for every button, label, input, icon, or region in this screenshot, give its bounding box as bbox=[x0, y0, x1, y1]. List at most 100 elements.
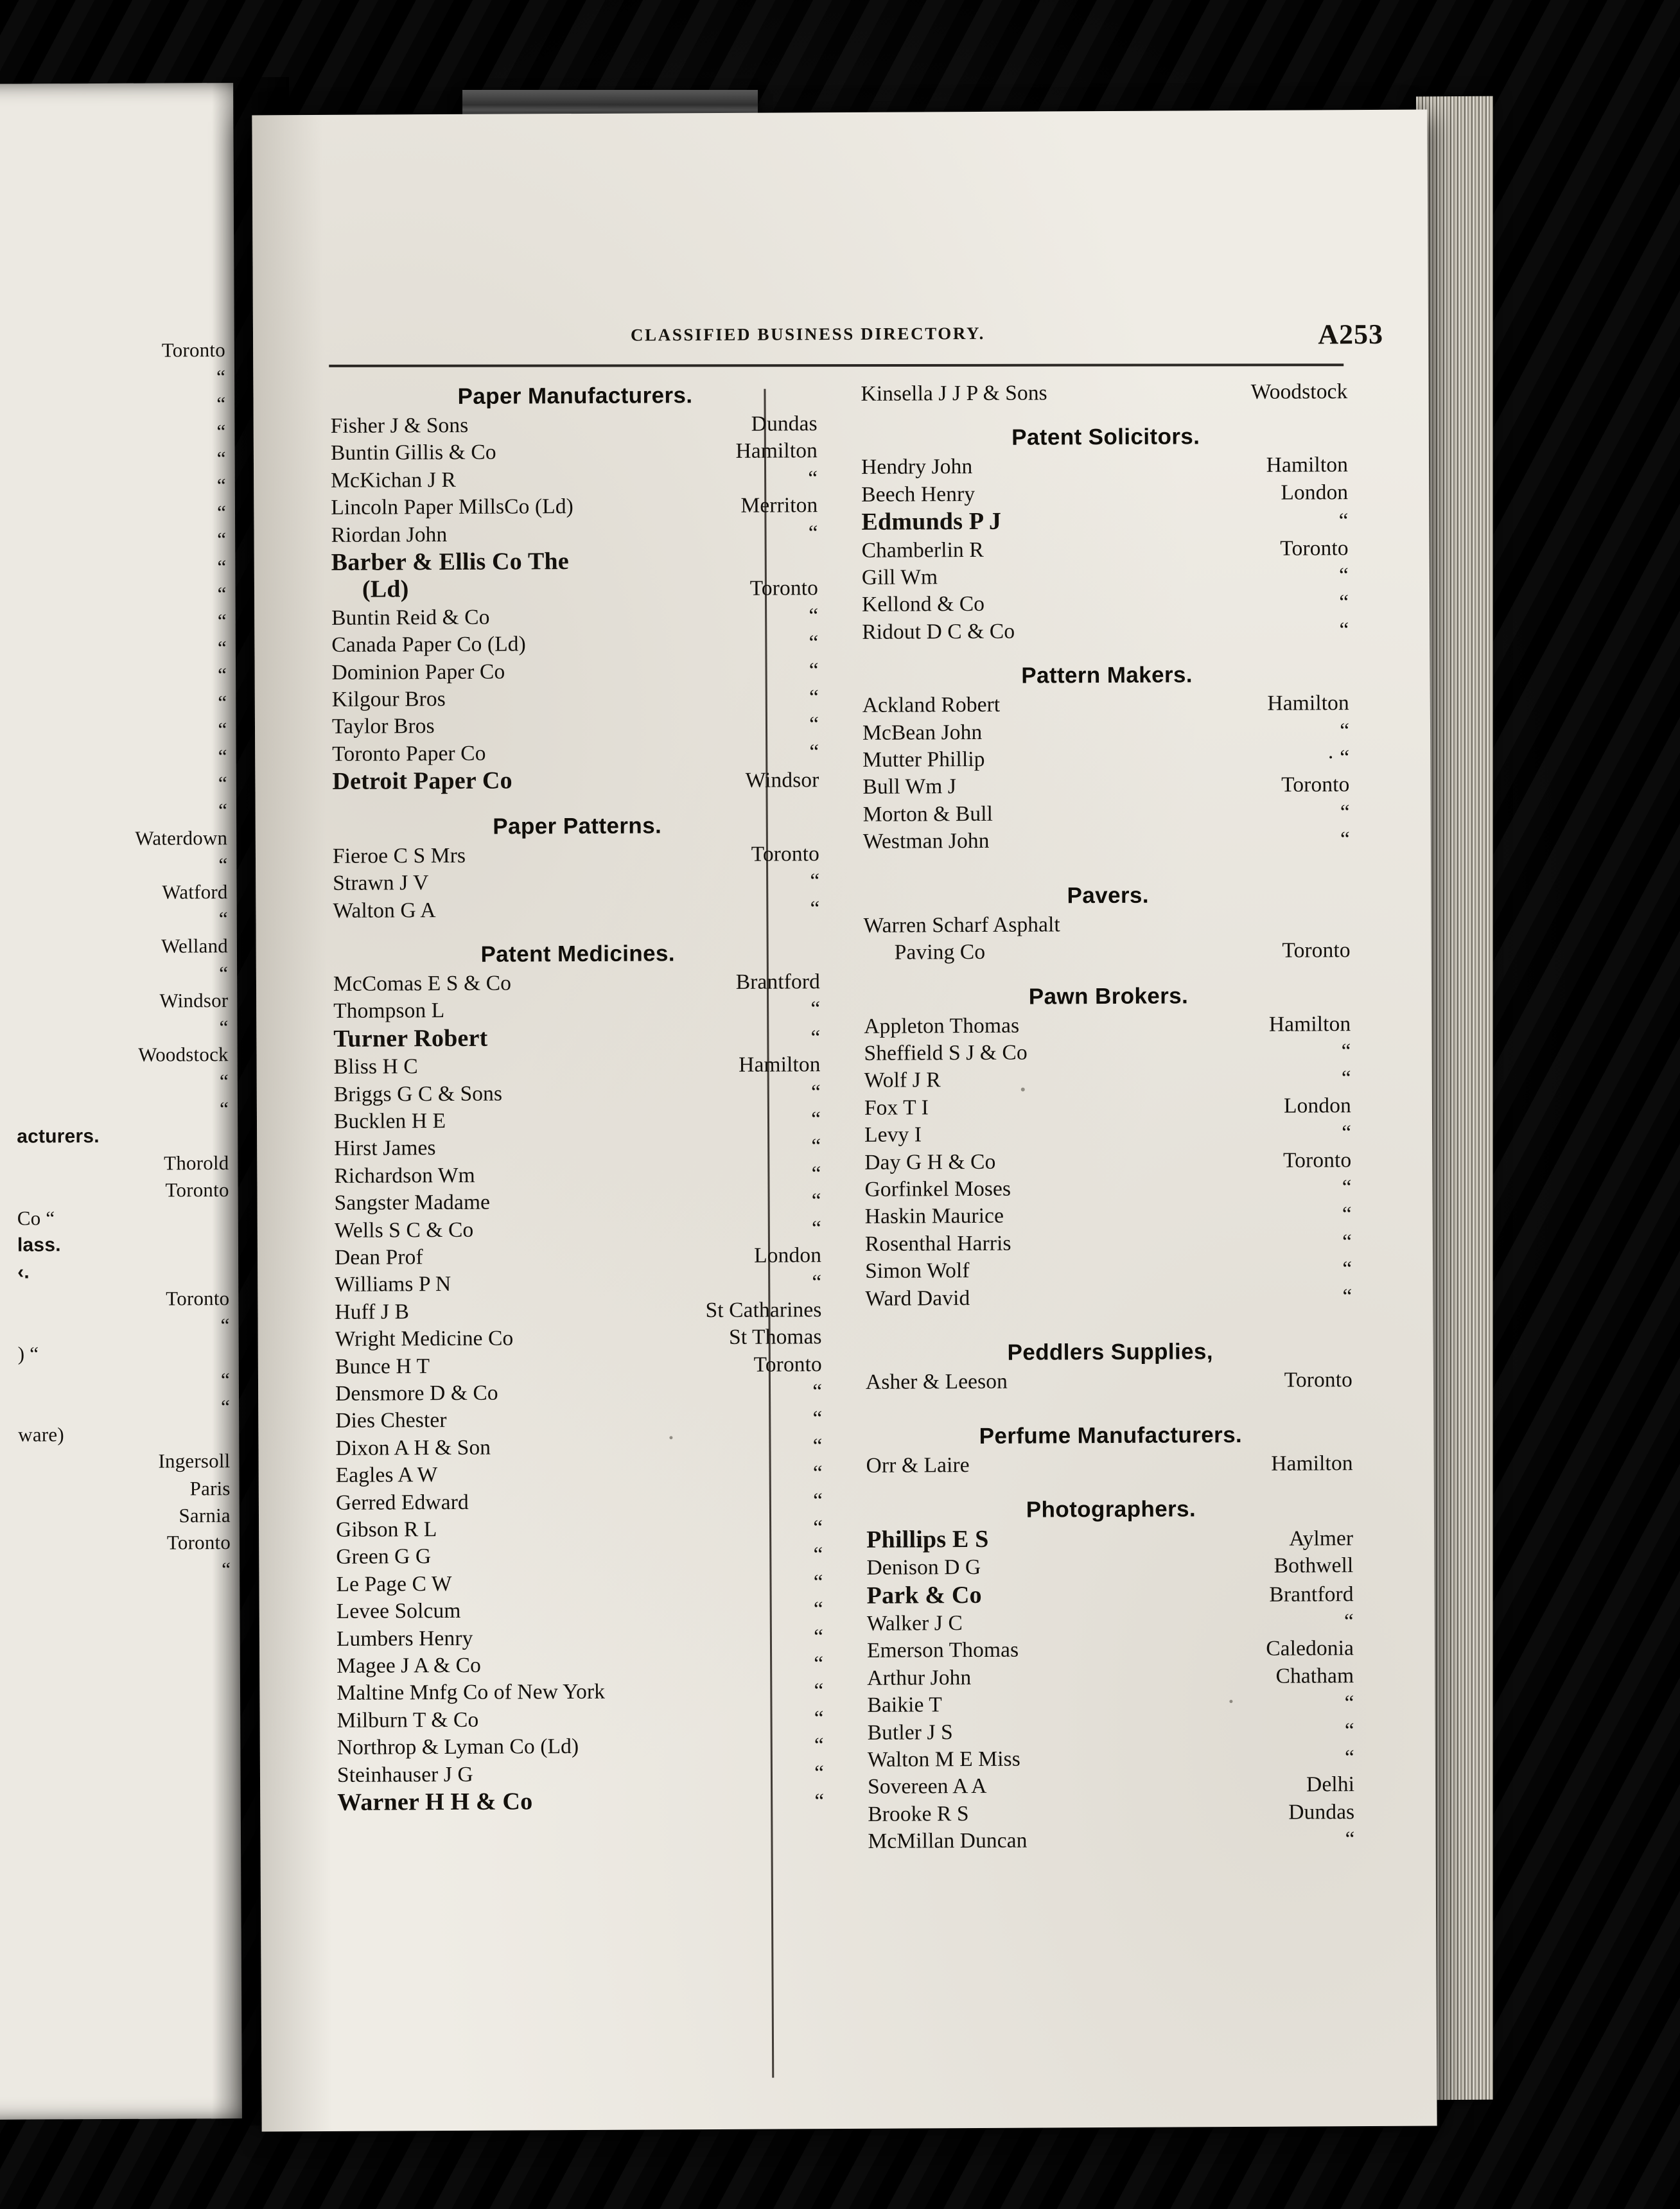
directory-entry: Maltine Mnfg Co of New York “ bbox=[334, 1678, 828, 1707]
directory-entry: McComas E S & Co Brantford bbox=[331, 968, 825, 998]
entry-city-ditto: “ bbox=[812, 1462, 823, 1485]
entry-name: Walton G A bbox=[333, 898, 436, 923]
entry-name: Day G H & Co bbox=[864, 1149, 996, 1174]
entry-name: Ackland Robert bbox=[862, 693, 1001, 718]
entry-name: Briggs G C & Sons bbox=[333, 1081, 503, 1106]
entry-name: Lumbers Henry bbox=[336, 1626, 473, 1651]
entry-city: Delhi bbox=[1306, 1772, 1355, 1797]
entry-name: Fieroe C S Mrs bbox=[332, 843, 466, 868]
directory-entry: Densmore D & Co “ bbox=[333, 1378, 827, 1408]
entry-name: Park & Co bbox=[866, 1581, 982, 1609]
verso-line: “ bbox=[216, 419, 226, 442]
entry-name: Kilgour Bros bbox=[331, 687, 446, 712]
directory-entry: Fox T I London bbox=[862, 1092, 1356, 1122]
directory-entry: Ridout D C & Co “ bbox=[859, 616, 1354, 646]
entry-city-ditto: “ bbox=[1338, 509, 1349, 533]
entry-name: Gill Wm bbox=[861, 565, 938, 589]
entry-name: Emerson Thomas bbox=[866, 1638, 1019, 1663]
entry-name: Warner H H & Co bbox=[337, 1788, 533, 1816]
directory-entry: Sangster Madame “ bbox=[332, 1187, 827, 1217]
directory-entry: McBean John “ bbox=[860, 717, 1354, 747]
entry-name: Green G G bbox=[336, 1544, 432, 1569]
category-heading: Photographers. bbox=[1026, 1496, 1196, 1523]
entry-city-ditto: “ bbox=[810, 896, 820, 920]
category-heading: Pawn Brokers. bbox=[1028, 982, 1189, 1009]
entry-city: Brantford bbox=[735, 970, 821, 994]
entry-city: Hamilton bbox=[1266, 453, 1349, 478]
entry-city-ditto: “ bbox=[813, 1598, 823, 1621]
entry-city-ditto: “ bbox=[1342, 1284, 1352, 1308]
entry-city-ditto: “ bbox=[810, 1080, 821, 1104]
verso-line: Toronto bbox=[166, 1287, 230, 1310]
entry-city-ditto: “ bbox=[814, 1707, 824, 1731]
entry-city-ditto: “ bbox=[814, 1679, 824, 1703]
entry-city: Hamilton bbox=[1268, 1011, 1351, 1036]
directory-entry: Northrop & Lyman Co (Ld) “ bbox=[335, 1732, 829, 1761]
category-heading: Pavers. bbox=[1067, 882, 1150, 908]
entry-name: Dies Chester bbox=[335, 1408, 447, 1433]
entry-name: Dixon A H & Son bbox=[335, 1435, 491, 1460]
directory-entry: Dean Prof London bbox=[332, 1242, 827, 1271]
directory-page: CLASSIFIED BUSINESS DIRECTORY. A253 Pape… bbox=[252, 109, 1437, 2132]
entry-name: Ridout D C & Co bbox=[862, 619, 1015, 644]
scan-speck bbox=[669, 1436, 673, 1440]
entry-name: Orr & Laire bbox=[866, 1453, 970, 1478]
entry-name: Toronto Paper Co bbox=[332, 741, 486, 766]
directory-entry: Turner Robert “ bbox=[331, 1023, 825, 1054]
directory-entry: Dixon A H & Son “ bbox=[333, 1433, 827, 1462]
entry-name: Buntin Gillis & Co bbox=[330, 441, 496, 466]
entry-city-ditto: “ bbox=[1339, 618, 1349, 642]
verso-line: “ bbox=[217, 609, 227, 633]
entry-city: Caledonia bbox=[1266, 1636, 1354, 1661]
category-heading: Perfume Manufacturers. bbox=[979, 1422, 1243, 1449]
entry-city-ditto: “ bbox=[810, 869, 820, 893]
entry-name: Wright Medicine Co bbox=[335, 1326, 514, 1352]
entry-city-ditto: “ bbox=[814, 1625, 824, 1648]
directory-entry: Edmunds P J “ bbox=[859, 506, 1353, 537]
entry-name: McBean John bbox=[862, 720, 983, 745]
entry-name: Densmore D & Co bbox=[335, 1381, 498, 1406]
entry-name: Hirst James bbox=[334, 1136, 436, 1161]
entry-city-ditto: “ bbox=[814, 1761, 825, 1785]
column-left: Paper Manufacturers. Fisher J & Sons Dunda… bbox=[328, 381, 830, 2079]
directory-entry: Toronto Paper Co “ bbox=[329, 738, 824, 768]
entry-city-ditto: “ bbox=[1342, 1257, 1352, 1281]
entry-city-ditto: “ bbox=[812, 1407, 823, 1431]
entry-city: Dundas bbox=[1288, 1799, 1355, 1824]
directory-entry: Dominion Paper Co “ bbox=[329, 657, 823, 686]
entry-city-ditto: “ bbox=[812, 1271, 822, 1295]
entry-city: Toronto bbox=[1281, 773, 1350, 798]
entry-name: Sangster Madame bbox=[334, 1190, 491, 1216]
entry-name: Williams P N bbox=[335, 1272, 451, 1297]
entry-city: Hamilton bbox=[1271, 1451, 1353, 1476]
entry-city-ditto: “ bbox=[1345, 1828, 1355, 1851]
directory-entry: Steinhauser J G “ bbox=[335, 1759, 829, 1789]
category-heading: Patent Solicitors. bbox=[1011, 424, 1200, 451]
directory-entry: Thompson L “ bbox=[331, 995, 825, 1025]
directory-entry: Richardson Wm “ bbox=[331, 1160, 826, 1190]
directory-entry: Walton M E Miss “ bbox=[865, 1744, 1360, 1774]
entry-city: Toronto bbox=[1280, 536, 1349, 561]
directory-entry: Levy I “ bbox=[862, 1119, 1356, 1149]
verso-line: ‹. bbox=[17, 1261, 30, 1283]
directory-entry: Briggs G C & Sons “ bbox=[331, 1079, 826, 1108]
entry-city-ditto: “ bbox=[811, 1108, 821, 1131]
directory-entry: Mutter Phillip · “ bbox=[860, 744, 1354, 774]
verso-line: “ bbox=[219, 961, 229, 984]
directory-entry: Warren Scharf Asphalt bbox=[861, 910, 1355, 939]
entry-name: Gibson R L bbox=[336, 1517, 437, 1542]
entry-city: Woodstock bbox=[1250, 380, 1348, 404]
entry-name: Barber & Ellis Co The bbox=[331, 548, 569, 576]
verso-line: acturers. bbox=[17, 1125, 100, 1148]
verso-line: “ bbox=[216, 365, 226, 389]
entry-city-ditto: “ bbox=[809, 604, 819, 628]
directory-entry: Buntin Reid & Co “ bbox=[329, 602, 823, 632]
entry-name: Walton M E Miss bbox=[867, 1747, 1020, 1772]
entry-name: Canada Paper Co (Ld) bbox=[331, 632, 526, 658]
entry-name: Wolf J R bbox=[864, 1068, 941, 1093]
directory-entry: Canada Paper Co (Ld) “ bbox=[329, 629, 823, 659]
entry-name: Lincoln Paper MillsCo (Ld) bbox=[331, 494, 573, 520]
entry-name: Kellond & Co bbox=[861, 592, 985, 617]
directory-entry: Day G H & Co Toronto bbox=[862, 1147, 1356, 1176]
entry-name: Wells S C & Co bbox=[334, 1218, 474, 1243]
